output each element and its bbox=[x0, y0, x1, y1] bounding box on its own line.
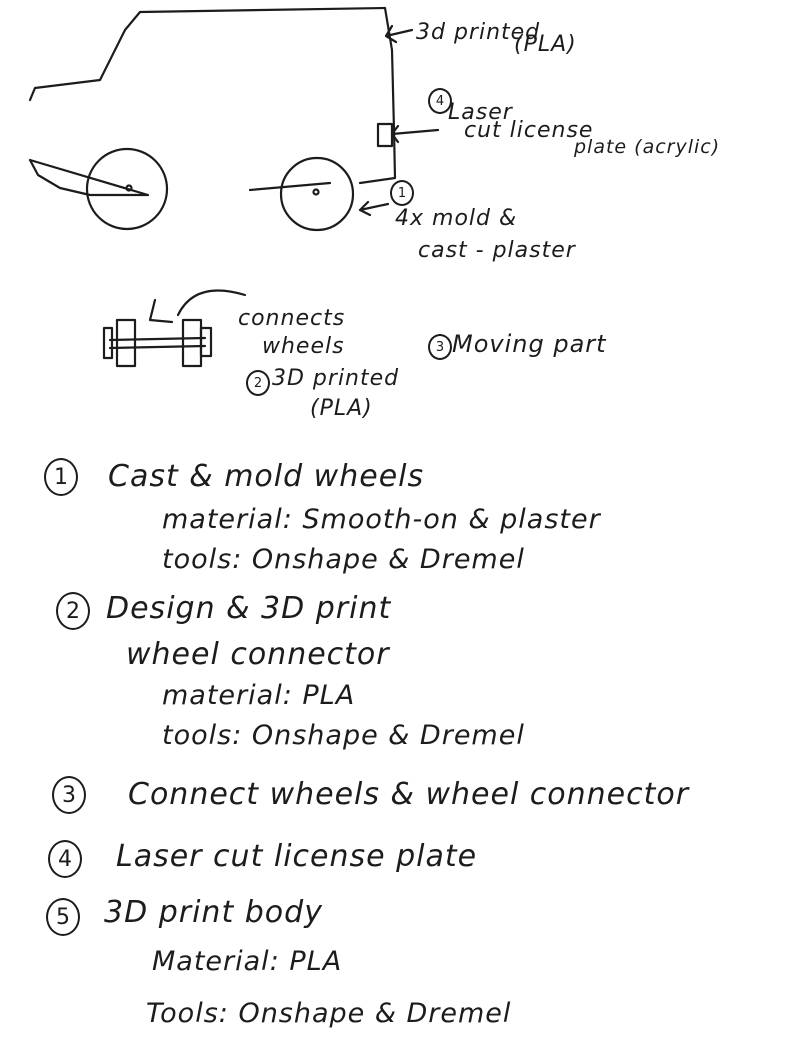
front-wheel bbox=[279, 156, 355, 232]
step-2-material: material: PLA bbox=[162, 680, 356, 711]
step-5-title: 3D print body bbox=[104, 895, 323, 930]
body-arrow bbox=[384, 24, 414, 44]
step-1-tools: tools: Onshape & Dremel bbox=[162, 544, 525, 575]
front-wheel-hub bbox=[312, 188, 320, 196]
step-5-material: Material: PLA bbox=[152, 946, 343, 977]
axle-annotation-2: wheels bbox=[262, 334, 345, 359]
step-3-title: Connect wheels & wheel connector bbox=[128, 777, 690, 812]
step-2-title: Design & 3D print bbox=[106, 591, 392, 626]
axle-material-annotation: (PLA) bbox=[310, 396, 373, 421]
rear-wheel-hub bbox=[125, 184, 133, 192]
step-1-title: Cast & mold wheels bbox=[108, 459, 425, 494]
body-material-annotation: (PLA) bbox=[514, 32, 577, 57]
step-2-title-2: wheel connector bbox=[126, 637, 390, 672]
step-5-tools: Tools: Onshape & Dremel bbox=[146, 998, 512, 1029]
plate-arrow bbox=[390, 124, 440, 144]
axle-annotation-1: connects bbox=[238, 306, 346, 331]
step-2-tools: tools: Onshape & Dremel bbox=[162, 720, 525, 751]
step-1-material: material: Smooth-on & plaster bbox=[162, 504, 601, 535]
step-4-title: Laser cut license plate bbox=[116, 839, 478, 874]
step-4-marker: 4 bbox=[48, 840, 82, 878]
moving-step-marker: 3 bbox=[428, 334, 452, 360]
wheel-annotation-2: cast - plaster bbox=[418, 238, 576, 263]
car-body-outline bbox=[28, 6, 397, 197]
rear-wheel bbox=[85, 147, 169, 231]
plate-annotation-2: cut license bbox=[464, 118, 594, 143]
wheel-step-marker: 1 bbox=[390, 180, 414, 206]
step-2-marker: 2 bbox=[56, 592, 90, 630]
step-3-marker: 3 bbox=[52, 776, 86, 814]
axle-sketch bbox=[102, 289, 247, 368]
plate-annotation-1: Laser bbox=[448, 100, 513, 125]
plate-step-marker: 4 bbox=[428, 88, 452, 114]
plate-annotation-3: plate (acrylic) bbox=[574, 136, 721, 158]
body-annotation: 3d printed bbox=[416, 20, 541, 45]
step-5-marker: 5 bbox=[46, 898, 80, 936]
axle-annotation-3: 3D printed bbox=[272, 366, 400, 391]
step-1-marker: 1 bbox=[44, 458, 78, 496]
axle-step-marker: 2 bbox=[246, 370, 270, 396]
license-plate bbox=[376, 122, 394, 148]
wheel-annotation-1: 4x mold & bbox=[395, 206, 518, 231]
wheel-arrow bbox=[358, 200, 390, 217]
moving-annotation: Moving part bbox=[452, 330, 607, 358]
